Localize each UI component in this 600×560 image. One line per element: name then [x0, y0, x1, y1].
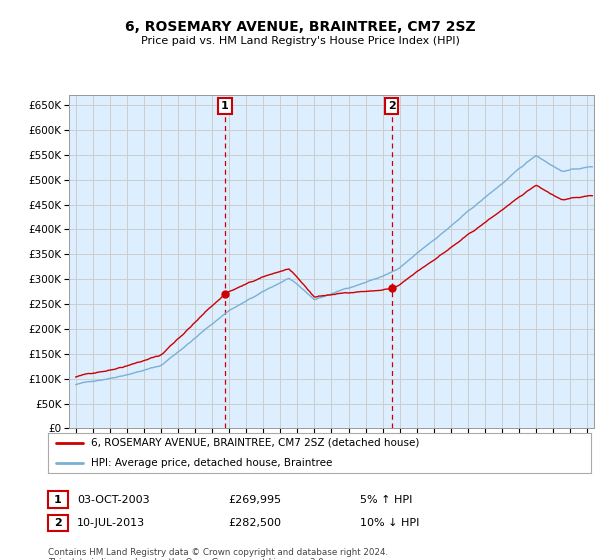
- Text: 6, ROSEMARY AVENUE, BRAINTREE, CM7 2SZ (detached house): 6, ROSEMARY AVENUE, BRAINTREE, CM7 2SZ (…: [91, 438, 420, 448]
- Text: 1: 1: [54, 494, 62, 505]
- Text: 03-OCT-2003: 03-OCT-2003: [77, 494, 149, 505]
- Text: This data is licensed under the Open Government Licence v3.0.: This data is licensed under the Open Gov…: [48, 558, 326, 560]
- Text: Price paid vs. HM Land Registry's House Price Index (HPI): Price paid vs. HM Land Registry's House …: [140, 36, 460, 46]
- Text: £282,500: £282,500: [228, 518, 281, 528]
- Text: 2: 2: [388, 101, 395, 111]
- Text: 10% ↓ HPI: 10% ↓ HPI: [360, 518, 419, 528]
- Text: 6, ROSEMARY AVENUE, BRAINTREE, CM7 2SZ: 6, ROSEMARY AVENUE, BRAINTREE, CM7 2SZ: [125, 20, 475, 34]
- Text: 2: 2: [54, 518, 62, 528]
- Text: 5% ↑ HPI: 5% ↑ HPI: [360, 494, 412, 505]
- Text: HPI: Average price, detached house, Braintree: HPI: Average price, detached house, Brai…: [91, 458, 333, 468]
- Text: 10-JUL-2013: 10-JUL-2013: [77, 518, 145, 528]
- Text: £269,995: £269,995: [228, 494, 281, 505]
- Text: 1: 1: [221, 101, 229, 111]
- Text: Contains HM Land Registry data © Crown copyright and database right 2024.: Contains HM Land Registry data © Crown c…: [48, 548, 388, 557]
